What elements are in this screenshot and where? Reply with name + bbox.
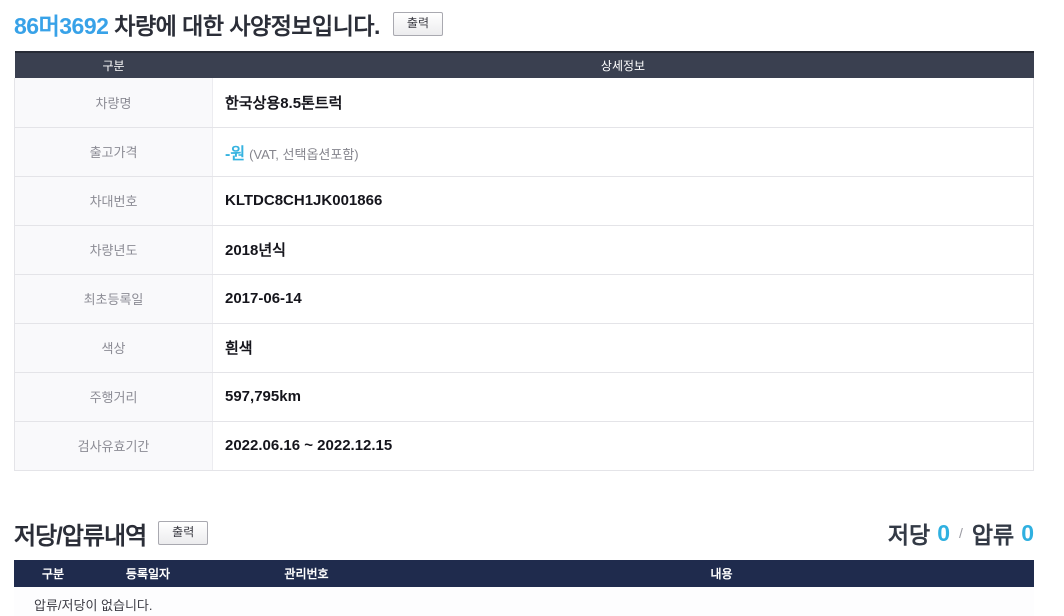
spec-label: 차대번호 — [14, 176, 213, 226]
lien-header-content: 내용 — [409, 559, 1034, 587]
spec-label: 차량명 — [14, 78, 213, 128]
spec-row-vin: 차대번호 KLTDC8CH1JK001866 — [14, 176, 1034, 226]
lien-table-header-row: 구분 등록일자 관리번호 내용 — [14, 559, 1034, 587]
spec-table-header-row: 구분 상세정보 — [14, 51, 1034, 78]
lien-section-title: 저당/압류내역 — [14, 522, 147, 550]
lien-summary: 저당 0 / 압류 0 — [888, 516, 1034, 550]
page-title-text: 차량에 대한 사양정보입니다. — [108, 13, 380, 39]
lien-header-category: 구분 — [14, 559, 92, 587]
lien-header-date: 등록일자 — [92, 559, 204, 587]
spec-value: 2022.06.16 ~ 2022.12.15 — [212, 421, 1034, 471]
spec-label: 출고가격 — [14, 127, 213, 177]
spec-header-category: 구분 — [14, 51, 213, 78]
spec-label: 주행거리 — [14, 372, 213, 422]
seizure-label: 압류 — [971, 522, 1015, 548]
price-vat-note: (VAT, 선택옵션포함) — [249, 146, 359, 162]
page-title: 86머3692 차량에 대한 사양정보입니다. — [14, 7, 380, 41]
lien-header-number: 관리번호 — [204, 559, 409, 587]
spec-label: 검사유효기간 — [14, 421, 213, 471]
lien-empty-row: 압류/저당이 없습니다. — [14, 586, 1034, 616]
spec-value: 2017-06-14 — [212, 274, 1034, 324]
spec-row-vehicle-name: 차량명 한국상용8.5톤트럭 — [14, 78, 1034, 128]
spec-value: KLTDC8CH1JK001866 — [212, 176, 1034, 226]
spec-row-color: 색상 흰색 — [14, 323, 1034, 373]
spec-row-model-year: 차량년도 2018년식 — [14, 225, 1034, 275]
spec-table: 구분 상세정보 차량명 한국상용8.5톤트럭 출고가격 -원 (VAT, 선택옵션… — [14, 51, 1034, 471]
spec-value: 한국상용8.5톤트럭 — [212, 78, 1034, 128]
spec-label: 최초등록일 — [14, 274, 213, 324]
mortgage-count: 0 — [937, 519, 950, 546]
print-lien-button[interactable]: 출력 — [158, 521, 209, 545]
print-spec-button[interactable]: 출력 — [392, 12, 443, 36]
spec-row-first-registration: 최초등록일 2017-06-14 — [14, 274, 1034, 324]
lien-empty-message: 압류/저당이 없습니다. — [14, 586, 1034, 616]
spec-row-mileage: 주행거리 597,795km — [14, 372, 1034, 422]
spec-row-inspection-period: 검사유효기간 2022.06.16 ~ 2022.12.15 — [14, 421, 1034, 471]
spec-label: 색상 — [14, 323, 213, 373]
spec-value: 흰색 — [212, 323, 1034, 373]
price-value: -원 — [225, 145, 246, 163]
spec-value: 597,795km — [212, 372, 1034, 422]
plate-number: 86머3692 — [14, 13, 109, 39]
spec-label: 차량년도 — [14, 225, 213, 275]
spec-value: -원 (VAT, 선택옵션포함) — [212, 127, 1034, 177]
slash-separator: / — [958, 525, 963, 541]
page-title-row: 86머3692 차량에 대한 사양정보입니다. 출력 — [14, 7, 1034, 41]
mortgage-label: 저당 — [887, 522, 931, 548]
lien-section-header: 저당/압류내역 출력 저당 0 / 압류 0 — [14, 516, 1034, 551]
seizure-count: 0 — [1021, 519, 1034, 546]
lien-table: 구분 등록일자 관리번호 내용 압류/저당이 없습니다. — [14, 559, 1034, 616]
spec-header-detail: 상세정보 — [212, 51, 1034, 78]
spec-value: 2018년식 — [212, 225, 1034, 275]
spec-row-factory-price: 출고가격 -원 (VAT, 선택옵션포함) — [14, 127, 1034, 177]
